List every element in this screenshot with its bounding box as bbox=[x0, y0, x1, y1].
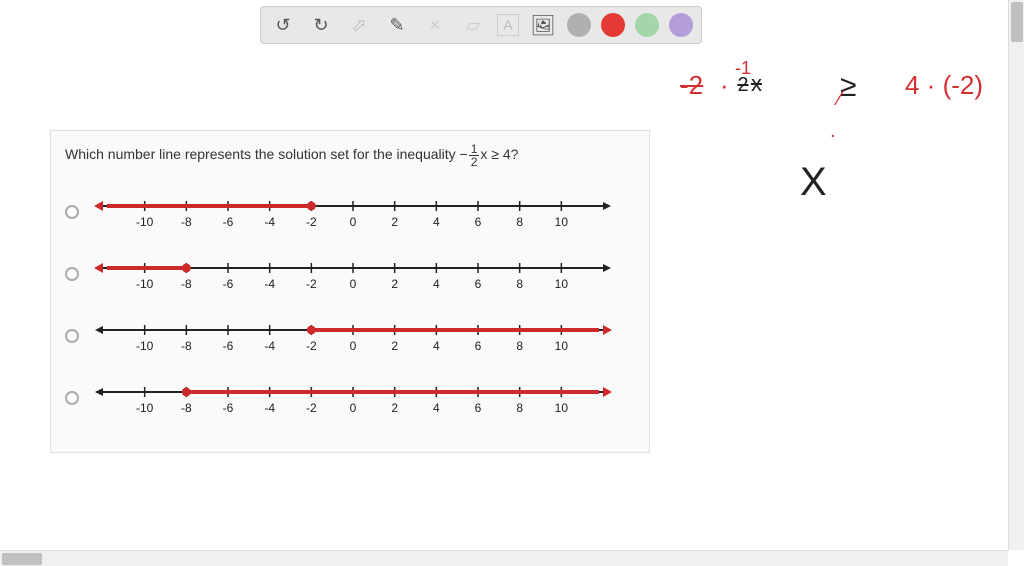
svg-text:-8: -8 bbox=[181, 401, 192, 415]
question-suffix: x ≥ 4? bbox=[480, 146, 518, 162]
svg-text:4: 4 bbox=[433, 401, 440, 415]
question-panel: Which number line represents the solutio… bbox=[50, 130, 650, 453]
svg-text:2: 2 bbox=[391, 339, 398, 353]
pointer-icon[interactable]: ⬀ bbox=[345, 11, 373, 39]
svg-text:-2: -2 bbox=[306, 277, 317, 291]
svg-text:2: 2 bbox=[391, 277, 398, 291]
svg-text:-8: -8 bbox=[181, 277, 192, 291]
svg-text:6: 6 bbox=[475, 339, 482, 353]
svg-text:-10: -10 bbox=[136, 215, 154, 229]
svg-text:6: 6 bbox=[475, 215, 482, 229]
svg-text:-2: -2 bbox=[306, 339, 317, 353]
image-tool-icon[interactable]: 🖼 bbox=[529, 11, 557, 39]
svg-text:8: 8 bbox=[516, 215, 523, 229]
svg-text:-6: -6 bbox=[223, 277, 234, 291]
number-line: -10 -8 -6 -4 -2 0 2 4 6 8 10 bbox=[93, 316, 613, 356]
svg-text:2: 2 bbox=[391, 401, 398, 415]
option-row[interactable]: -10 -8 -6 -4 -2 0 2 4 6 8 10 bbox=[65, 378, 635, 418]
svg-text:10: 10 bbox=[555, 215, 569, 229]
svg-text:-2: -2 bbox=[306, 215, 317, 229]
question-text: Which number line represents the solutio… bbox=[65, 143, 635, 168]
svg-text:10: 10 bbox=[555, 277, 569, 291]
anno-frac-bot: 2 bbox=[735, 76, 751, 94]
svg-text:-6: -6 bbox=[223, 401, 234, 415]
color-purple[interactable] bbox=[669, 13, 693, 37]
text-tool-icon[interactable]: A bbox=[497, 14, 519, 36]
svg-text:-4: -4 bbox=[264, 339, 275, 353]
option-row[interactable]: -10 -8 -6 -4 -2 0 2 4 6 8 10 bbox=[65, 254, 635, 294]
svg-text:10: 10 bbox=[555, 401, 569, 415]
svg-text:-6: -6 bbox=[223, 215, 234, 229]
radio-button[interactable] bbox=[65, 267, 79, 281]
number-line: -10 -8 -6 -4 -2 0 2 4 6 8 10 bbox=[93, 192, 613, 232]
anno-ge-strike: ⁄ bbox=[838, 88, 841, 111]
anno-big-x: X bbox=[800, 160, 827, 205]
svg-text:8: 8 bbox=[516, 401, 523, 415]
undo-icon[interactable]: ↺ bbox=[269, 11, 297, 39]
numberline-wrap: -10 -8 -6 -4 -2 0 2 4 6 8 10 bbox=[93, 254, 613, 294]
tools-icon[interactable]: ✕ bbox=[421, 11, 449, 39]
numberline-wrap: -10 -8 -6 -4 -2 0 2 4 6 8 10 bbox=[93, 378, 613, 418]
question-fraction: 12 bbox=[469, 143, 480, 168]
horizontal-scrollbar-thumb[interactable] bbox=[2, 553, 42, 565]
anno-frac: -1 2 x bbox=[735, 60, 762, 98]
color-grey[interactable] bbox=[567, 13, 591, 37]
option-row[interactable]: -10 -8 -6 -4 -2 0 2 4 6 8 10 bbox=[65, 192, 635, 232]
vertical-scrollbar[interactable] bbox=[1008, 0, 1024, 550]
radio-button[interactable] bbox=[65, 205, 79, 219]
fraction-denominator: 2 bbox=[469, 156, 480, 168]
color-green[interactable] bbox=[635, 13, 659, 37]
color-red[interactable] bbox=[601, 13, 625, 37]
horizontal-scrollbar[interactable] bbox=[0, 550, 1008, 566]
svg-text:0: 0 bbox=[350, 215, 357, 229]
pen-icon[interactable]: ✎ bbox=[383, 11, 411, 39]
vertical-scrollbar-thumb[interactable] bbox=[1011, 2, 1023, 42]
svg-text:0: 0 bbox=[350, 339, 357, 353]
svg-text:-10: -10 bbox=[136, 401, 154, 415]
svg-text:0: 0 bbox=[350, 277, 357, 291]
svg-text:8: 8 bbox=[516, 339, 523, 353]
drawing-toolbar: ↺ ↻ ⬀ ✎ ✕ ▱ A 🖼 bbox=[260, 6, 702, 44]
svg-text:-8: -8 bbox=[181, 339, 192, 353]
question-prefix: Which number line represents the solutio… bbox=[65, 146, 460, 162]
svg-text:4: 4 bbox=[433, 339, 440, 353]
numberline-wrap: -10 -8 -6 -4 -2 0 2 4 6 8 10 bbox=[93, 316, 613, 356]
svg-text:8: 8 bbox=[516, 277, 523, 291]
svg-text:2: 2 bbox=[391, 215, 398, 229]
svg-text:-4: -4 bbox=[264, 215, 275, 229]
anno-left-mult: -2 bbox=[680, 70, 703, 101]
svg-text:-10: -10 bbox=[136, 339, 154, 353]
svg-text:-2: -2 bbox=[306, 401, 317, 415]
redo-icon[interactable]: ↻ bbox=[307, 11, 335, 39]
anno-right: 4 · (-2) bbox=[905, 70, 983, 101]
numberline-wrap: -10 -8 -6 -4 -2 0 2 4 6 8 10 bbox=[93, 192, 613, 232]
radio-button[interactable] bbox=[65, 391, 79, 405]
svg-text:-6: -6 bbox=[223, 339, 234, 353]
svg-text:0: 0 bbox=[350, 401, 357, 415]
svg-text:-10: -10 bbox=[136, 277, 154, 291]
svg-text:-4: -4 bbox=[264, 401, 275, 415]
svg-text:-8: -8 bbox=[181, 215, 192, 229]
radio-button[interactable] bbox=[65, 329, 79, 343]
anno-ge: ≥ bbox=[840, 70, 856, 104]
svg-text:4: 4 bbox=[433, 277, 440, 291]
svg-text:-4: -4 bbox=[264, 277, 275, 291]
anno-dot1: · bbox=[720, 70, 729, 101]
option-row[interactable]: -10 -8 -6 -4 -2 0 2 4 6 8 10 bbox=[65, 316, 635, 356]
anno-frac-x: x bbox=[751, 71, 762, 96]
handwriting-area: -2 · -1 2 x ≥ ⁄ 4 · (-2) X . bbox=[680, 60, 1020, 260]
question-neg: − bbox=[460, 146, 468, 162]
options-container: -10-8-6-4-20246810-10-8-6-4-20246810-10-… bbox=[65, 192, 635, 418]
eraser-icon[interactable]: ▱ bbox=[459, 11, 487, 39]
svg-text:6: 6 bbox=[475, 277, 482, 291]
svg-text:10: 10 bbox=[555, 339, 569, 353]
svg-text:4: 4 bbox=[433, 215, 440, 229]
number-line: -10 -8 -6 -4 -2 0 2 4 6 8 10 bbox=[93, 378, 613, 418]
anno-small-dot: . bbox=[830, 120, 836, 143]
number-line: -10 -8 -6 -4 -2 0 2 4 6 8 10 bbox=[93, 254, 613, 294]
svg-text:6: 6 bbox=[475, 401, 482, 415]
